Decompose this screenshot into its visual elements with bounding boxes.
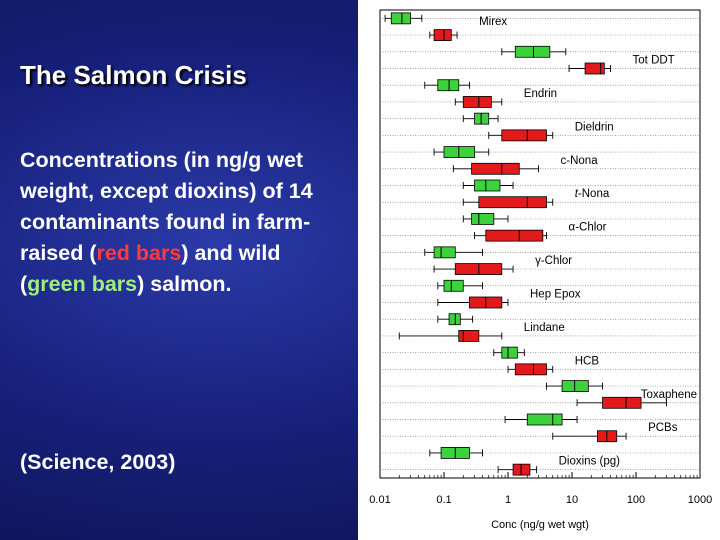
x-tick-label: 0.1 — [436, 494, 451, 506]
label-italic: t — [575, 188, 579, 200]
slide-description: Concentrations (in ng/g wet weight, exce… — [20, 145, 350, 300]
label-text: -Chlor — [575, 222, 606, 234]
wild-box-mirex — [390, 12, 411, 25]
farm-box-toxaphene — [602, 396, 642, 409]
wild-box--chlor — [471, 213, 495, 225]
chart-panel: Mirex Tot DDT Endrin Dieldrin c-Nona t-Nona α-… — [358, 0, 720, 540]
green-bars-label: green bars — [27, 272, 138, 296]
contaminant-label-toxaphene: Toxaphene — [641, 389, 697, 401]
contaminant-label-dioxins-pg: Dioxins (pg) — [559, 456, 621, 468]
contaminant-label-endrin: Endrin — [524, 88, 557, 100]
label-text: Mirex — [479, 16, 507, 28]
wild-box-c-nona — [443, 146, 475, 158]
contaminant-label-hep-epox: Hep Epox — [530, 289, 581, 301]
contaminant-label-dieldrin: Dieldrin — [575, 121, 614, 133]
x-axis-title: Conc (ng/g wet wgt) — [491, 519, 589, 531]
citation: (Science, 2003) — [20, 450, 176, 474]
label-symbol: γ — [535, 255, 541, 267]
farm-box-hcb — [514, 363, 547, 376]
label-text: Lindane — [524, 322, 565, 334]
description-text-1: Concentrations (in ng/g wet weight, exce… — [20, 148, 313, 265]
label-text: Hep Epox — [530, 289, 581, 301]
contaminant-label-lindane: Lindane — [524, 322, 565, 334]
contaminant-label-hcb: HCB — [575, 355, 600, 367]
x-tick-label: 1 — [505, 494, 511, 506]
contaminant-label--chlor: α-Chlor — [569, 222, 607, 234]
wild-box--nona — [474, 179, 501, 192]
farm-box-mirex — [433, 29, 452, 41]
label-text: Tot DDT — [633, 55, 675, 67]
label-text: -Nona — [578, 188, 610, 200]
label-text: Toxaphene — [641, 389, 697, 401]
x-tick-label: 100 — [627, 494, 645, 506]
farm-box--chlor — [485, 229, 544, 242]
contaminant-label--nona: t-Nona — [575, 188, 610, 200]
contaminant-label-mirex: Mirex — [479, 16, 507, 28]
description-text-2: ) and wild ( — [20, 241, 281, 296]
wild-box-lindane — [448, 313, 461, 326]
farm-box-lindane — [458, 330, 480, 342]
farm-box-tot-ddt — [584, 62, 605, 75]
contaminant-label-tot-ddt: Tot DDT — [633, 55, 675, 67]
contaminant-label-pcbs: PCBs — [648, 422, 678, 434]
description-text-3: ) salmon. — [137, 272, 232, 296]
wild-box-dieldrin — [474, 112, 490, 125]
x-tick-label: 1000 — [688, 494, 712, 506]
plot-frame — [379, 9, 701, 479]
wild-box-toxaphene — [561, 380, 589, 392]
farm-box--nona — [478, 196, 547, 209]
red-bars-label: red bars — [96, 241, 182, 265]
wild-box-hcb — [501, 346, 518, 359]
wild-box-endrin — [437, 79, 460, 92]
label-text: HCB — [575, 355, 600, 367]
farm-box-c-nona — [471, 162, 520, 175]
label-text: PCBs — [648, 422, 678, 434]
wild-box-hep-epox — [443, 279, 464, 292]
farm-box-endrin — [462, 96, 492, 108]
label-symbol: α — [569, 222, 576, 234]
label-text: Dieldrin — [575, 121, 614, 133]
slide-title: The Salmon Crisis — [20, 60, 247, 90]
contaminant-label--chlor: γ-Chlor — [535, 255, 572, 267]
label-text: c-Nona — [561, 155, 599, 167]
x-tick-label: 10 — [566, 494, 578, 506]
wild-box--chlor — [433, 246, 456, 259]
wild-box-tot-ddt — [514, 45, 551, 58]
farm-box-dieldrin — [501, 129, 547, 142]
contaminant-label-c-nona: c-Nona — [561, 155, 599, 167]
label-text: Dioxins (pg) — [559, 456, 621, 468]
label-text: Endrin — [524, 88, 557, 100]
x-tick-label: 0.01 — [369, 494, 390, 506]
wild-box-pcbs — [526, 413, 563, 426]
label-text: -Chlor — [541, 255, 572, 267]
